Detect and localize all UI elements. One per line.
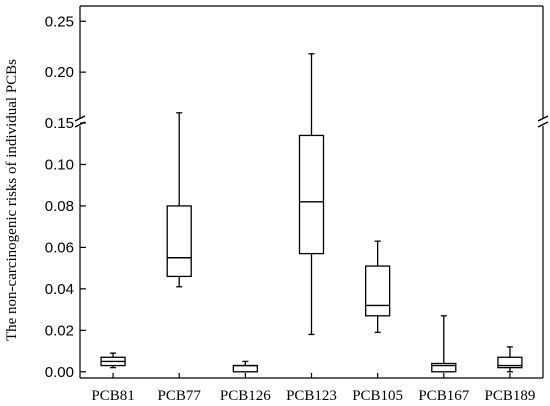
axes: [74, 5, 549, 379]
box-pcb123: [298, 53, 325, 336]
labels: 0.00 0.02 0.04 0.06 0.08 0.10 0.15 0.20 0.25 The …: [4, 13, 535, 404]
x-tick-label: PCB126: [220, 388, 271, 404]
y-lower-tick-label: 0.08: [45, 198, 74, 215]
box-pcb189: [497, 346, 523, 373]
y-lower-tick-label: 0.02: [45, 322, 74, 339]
box-iqr: [298, 134, 325, 255]
right-axis-break-mark-a: [537, 115, 549, 122]
y-upper-tick-label: 0.25: [45, 13, 74, 30]
right-axis-break-mark-b: [537, 121, 549, 128]
box-pcb126: [232, 360, 259, 373]
box-iqr: [497, 356, 523, 369]
box-iqr: [364, 265, 391, 317]
y-upper-tick-label: 0.15: [45, 115, 74, 132]
y-lower-tick-label: 0.00: [45, 364, 74, 381]
box-iqr: [166, 205, 192, 278]
box-pcb105: [364, 240, 391, 334]
x-tick-label: PCB105: [352, 388, 403, 404]
y-axis-title: The non-carcinogenic risks of individual…: [4, 59, 20, 341]
x-tick-label: PCB77: [158, 388, 202, 404]
box-pcb81: [100, 352, 126, 369]
y-upper-tick-label: 0.20: [45, 64, 74, 81]
x-tick-label: PCB81: [91, 388, 134, 404]
y-lower-tick-label: 0.04: [45, 281, 74, 298]
y-lower-tick-label: 0.10: [45, 156, 74, 173]
box-pcb77: [166, 112, 192, 288]
x-tick-label: PCB167: [418, 388, 469, 404]
y-axis-break-mark-a: [74, 115, 86, 122]
box-iqr: [232, 364, 259, 373]
boxes: [100, 53, 523, 373]
x-tick-label: PCB189: [484, 388, 535, 404]
box-iqr: [431, 362, 457, 373]
x-tick-label: PCB123: [286, 388, 337, 404]
y-lower-tick-label: 0.06: [45, 239, 74, 256]
box-pcb167: [431, 315, 457, 373]
